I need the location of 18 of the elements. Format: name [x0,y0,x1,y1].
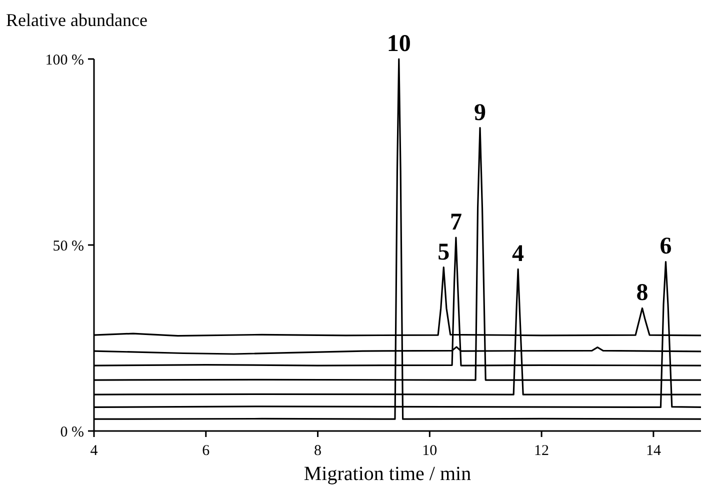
x-axis-title: Migration time / min [304,463,472,485]
x-tick-label: 6 [202,443,210,459]
annotation: 4 [512,241,524,268]
y-tick-label: 0 % [60,424,84,440]
annotation: 9 [474,100,486,126]
x-tick-label: 4 [90,443,98,459]
annotation: 7 [450,210,462,236]
x-tick-label: 14 [646,443,662,459]
y-tick-label: 50 % [52,238,84,254]
annotation: 5 [438,239,450,266]
annotation: 10 [386,31,411,57]
y-axis-title: Relative abundance [6,10,148,30]
annotation: 8 [636,280,648,306]
annotation: 6 [660,234,672,260]
x-tick-label: 8 [314,443,322,459]
y-tick-label: 100 % [45,52,84,68]
x-tick-label: 10 [422,443,438,459]
x-tick-label: 12 [534,443,550,459]
